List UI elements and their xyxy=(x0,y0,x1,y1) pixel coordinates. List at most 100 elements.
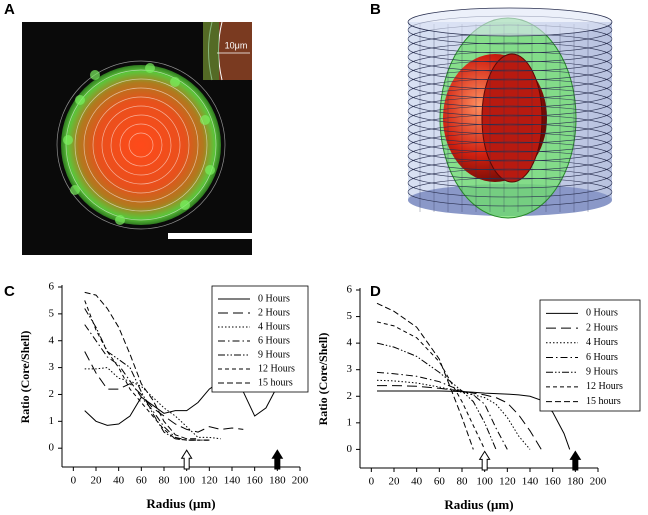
y-tick-label: 2 xyxy=(347,390,353,402)
y-tick-label: 4 xyxy=(49,334,55,346)
legend-label: 2 Hours xyxy=(586,322,618,333)
arrow xyxy=(478,450,491,471)
panel-label: C xyxy=(4,283,15,300)
panel-label: D xyxy=(370,283,381,300)
blob xyxy=(70,185,80,195)
series-line xyxy=(376,371,508,450)
inset-label: 10μm xyxy=(225,40,248,50)
ring xyxy=(110,114,172,176)
legend-label: 9 Hours xyxy=(586,367,618,378)
contour xyxy=(407,78,613,108)
series-line xyxy=(376,379,531,450)
panel-b: B xyxy=(370,1,613,219)
series-line xyxy=(84,308,210,441)
y-axis-label: Ratio (Core/Shell) xyxy=(18,331,32,424)
blob xyxy=(63,135,73,145)
y-tick-label: 1 xyxy=(347,416,353,428)
panel-a: A 10μm xyxy=(4,1,252,255)
ring xyxy=(128,132,154,158)
x-tick-label: 0 xyxy=(369,476,375,488)
ring xyxy=(119,123,163,167)
scale-bar xyxy=(168,233,252,239)
series-line xyxy=(376,321,486,450)
x-tick-label: 60 xyxy=(136,475,148,487)
arrow xyxy=(569,450,582,471)
contour xyxy=(407,141,613,171)
ring xyxy=(56,60,226,230)
y-tick-label: 0 xyxy=(49,442,55,454)
y-tick-label: 6 xyxy=(49,281,55,293)
y-tick-label: 3 xyxy=(49,361,55,373)
y-tick-label: 2 xyxy=(49,388,55,400)
ring xyxy=(83,87,199,203)
contour xyxy=(407,69,613,99)
contour xyxy=(407,60,613,90)
x-tick-label: 80 xyxy=(457,476,469,488)
x-tick-label: 200 xyxy=(292,475,309,487)
y-axis-label: Ratio (Core/Shell) xyxy=(316,333,330,426)
x-axis-label: Radius (μm) xyxy=(146,496,215,511)
legend-label: 6 Hours xyxy=(258,335,290,346)
x-tick-label: 20 xyxy=(91,475,103,487)
blob xyxy=(200,115,210,125)
legend-label: 9 Hours xyxy=(258,349,290,360)
series-line xyxy=(84,367,221,440)
contour xyxy=(407,114,613,144)
arrow xyxy=(271,449,284,470)
legend-label: 12 Hours xyxy=(586,381,623,392)
series-line xyxy=(84,300,210,441)
blob xyxy=(170,77,180,87)
series-line xyxy=(377,385,542,450)
contour xyxy=(407,123,613,153)
x-tick-label: 20 xyxy=(389,476,401,488)
legend-label: 15 hours xyxy=(586,396,621,407)
blob xyxy=(115,215,125,225)
x-tick-label: 160 xyxy=(544,476,561,488)
inset-shell xyxy=(203,22,219,80)
legend-label: 0 Hours xyxy=(258,293,290,304)
y-tick-label: 1 xyxy=(49,415,55,427)
ring xyxy=(92,96,190,194)
y-tick-label: 0 xyxy=(347,443,353,455)
ring xyxy=(65,69,217,221)
x-tick-label: 100 xyxy=(476,476,493,488)
series-line xyxy=(376,302,474,450)
y-tick-label: 5 xyxy=(49,307,55,319)
blob xyxy=(90,70,100,80)
contour xyxy=(407,132,613,162)
legend-label: 15 hours xyxy=(258,377,293,388)
x-tick-label: 0 xyxy=(71,475,77,487)
arrow xyxy=(180,449,193,470)
legend-label: 6 Hours xyxy=(586,352,618,363)
legend-label: 4 Hours xyxy=(258,321,290,332)
contour xyxy=(407,42,613,72)
blob xyxy=(205,165,215,175)
contour xyxy=(407,150,613,180)
x-tick-label: 80 xyxy=(159,475,171,487)
y-tick-label: 4 xyxy=(347,337,353,349)
core-cut xyxy=(481,53,543,183)
legend-box xyxy=(211,285,309,393)
cylinder-top xyxy=(407,7,613,37)
contour xyxy=(407,159,613,189)
series-line xyxy=(84,324,210,441)
series-line xyxy=(84,380,278,426)
rings xyxy=(56,60,226,230)
contour xyxy=(407,51,613,81)
x-tick-label: 40 xyxy=(411,476,423,488)
panel-label: B xyxy=(370,1,381,18)
x-tick-label: 200 xyxy=(590,476,607,488)
y-tick-label: 5 xyxy=(347,310,353,322)
contour xyxy=(407,177,613,207)
x-tick-label: 180 xyxy=(269,475,286,487)
x-tick-label: 180 xyxy=(567,476,584,488)
contour xyxy=(407,105,613,135)
x-tick-label: 60 xyxy=(434,476,446,488)
x-tick-label: 120 xyxy=(201,475,218,487)
x-tick-label: 100 xyxy=(178,475,195,487)
x-tick-label: 140 xyxy=(522,476,539,488)
blob xyxy=(75,95,85,105)
